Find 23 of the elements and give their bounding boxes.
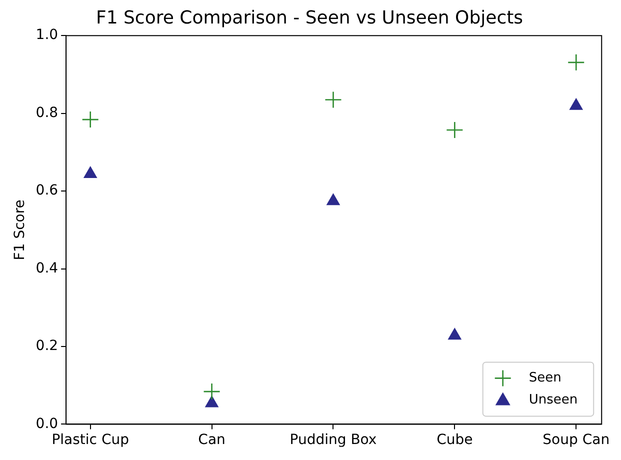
point <box>82 110 100 128</box>
y-tick-label: 0.0 <box>36 416 58 432</box>
x-tick-label: Pudding Box <box>290 432 377 448</box>
x-tick-label: Soup Can <box>542 432 610 448</box>
y-tick-label: 0.4 <box>36 260 58 276</box>
y-tick-label: 0.8 <box>36 104 58 121</box>
x-tick-label: Plastic Cup <box>52 432 130 448</box>
point <box>205 396 218 408</box>
point <box>84 166 97 178</box>
point <box>448 328 462 340</box>
point <box>324 91 342 108</box>
x-tick-label: Cube <box>436 432 473 448</box>
y-tick-label: 0.6 <box>36 182 58 199</box>
x-tick-label: Can <box>198 432 226 448</box>
point <box>446 121 464 139</box>
y-axis-title: F1 Score <box>12 200 28 260</box>
y-tick-label: 0.2 <box>36 338 58 354</box>
point <box>326 194 340 206</box>
chart-title: F1 Score Comparison - Seen vs Unseen Objects <box>96 7 524 28</box>
legend-label: Seen <box>528 370 562 386</box>
y-tick-label: 1.0 <box>36 27 58 44</box>
point <box>567 54 585 72</box>
legend-label: Unseen <box>528 392 578 408</box>
